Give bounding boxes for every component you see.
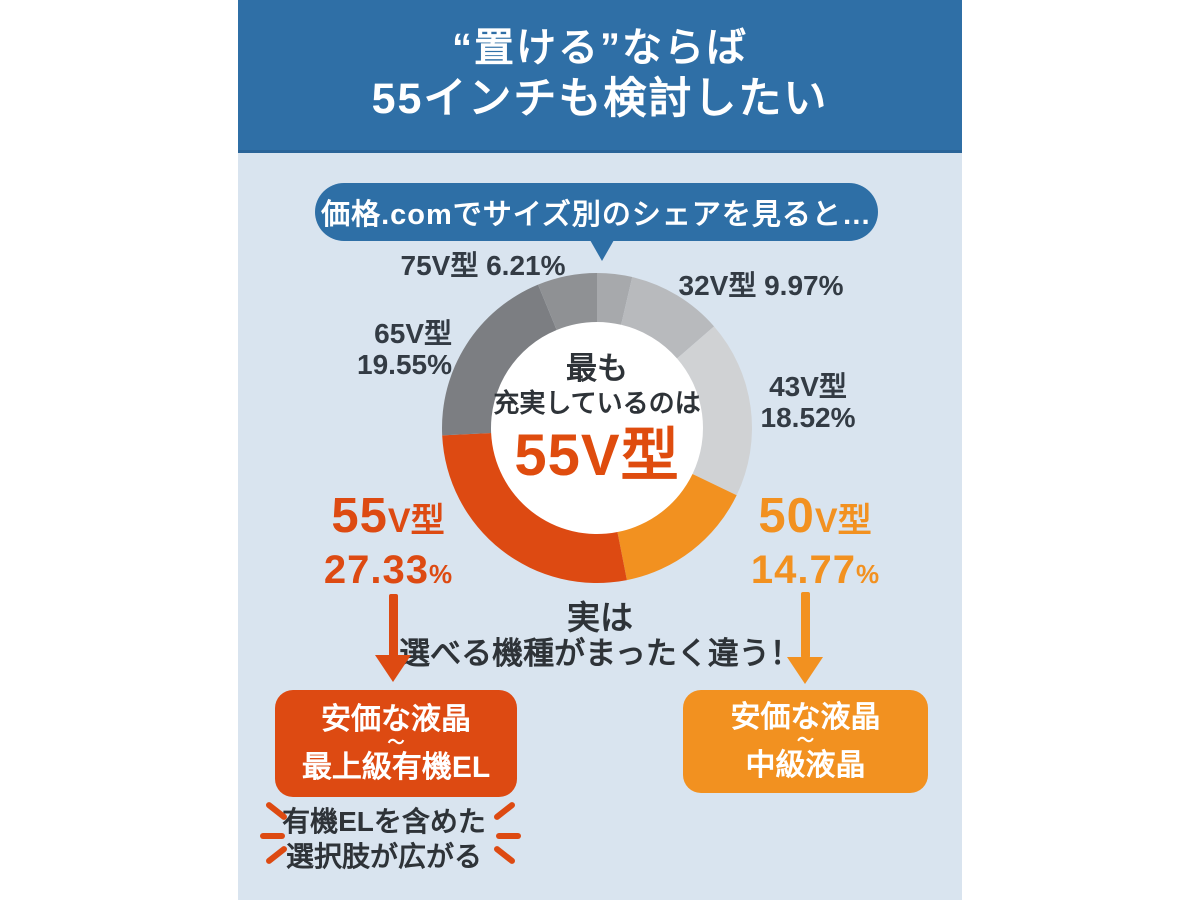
callout-50v-percent: 14.77	[750, 548, 856, 592]
result-box-55v: 安価な液晶 〜 最上級有機EL	[275, 690, 517, 797]
donut-center-line3: 55V型	[514, 422, 680, 488]
label-75v: 75V型 6.21%	[400, 250, 566, 281]
header-title-line1: “置ける”ならば	[452, 26, 748, 71]
donut-center-line2: 充実しているのは	[493, 388, 701, 419]
donut-segment-32V型	[621, 277, 715, 359]
burst-text: 有機ELを含めた 選択肢が広がる	[262, 804, 506, 874]
result-box-55v-line1: 安価な液晶	[321, 703, 471, 737]
label-32v: 32V型 9.97%	[678, 270, 844, 301]
burst-text-line2: 選択肢が広がる	[285, 841, 482, 872]
label-43v: 43V型 18.52%	[752, 371, 864, 434]
result-box-50v-line2: 中級液晶	[745, 748, 866, 782]
header-banner: “置ける”ならば 55インチも検討したい	[238, 0, 962, 153]
header-title-line2: 55インチも検討したい	[371, 75, 829, 124]
donut-segment-43V型	[677, 326, 752, 496]
donut-center-label: 最も 充実しているのは 55V型	[477, 350, 717, 490]
label-65v-name: 65V型	[374, 318, 452, 349]
donut-segment-65V型	[442, 284, 557, 436]
donut-chart	[442, 273, 752, 584]
fact-line1: 実は	[567, 599, 633, 636]
speech-bubble: 価格.comでサイズ別のシェアを見ると…	[315, 183, 878, 241]
down-arrow-left-head-icon	[375, 655, 411, 682]
result-box-50v: 安価な液晶 〜 中級液晶	[683, 690, 928, 793]
callout-55v-size: 55	[331, 489, 388, 543]
donut-segment-50V型	[617, 473, 737, 581]
burst-text-line1: 有機ELを含めた	[282, 806, 486, 837]
donut-segment-75V型	[538, 273, 597, 330]
emphasis-stroke-icon	[496, 833, 521, 839]
callout-55v-percent: 27.33	[323, 548, 429, 592]
label-65v: 65V型 19.55%	[330, 318, 452, 381]
emphasis-stroke-icon	[260, 833, 285, 839]
speech-bubble-text: 価格.comでサイズ別のシェアを見ると…	[321, 199, 872, 231]
donut-center-line1: 最も	[566, 351, 628, 386]
down-arrow-left-icon	[389, 594, 398, 658]
callout-50v-size: 50	[758, 489, 815, 543]
callout-55v-unit: V型	[387, 502, 445, 540]
callout-50v-percent-sign: %	[855, 559, 880, 589]
callout-50v: 50V型 14.77%	[720, 489, 910, 592]
down-arrow-right-icon	[801, 592, 810, 658]
speech-bubble-tail-icon	[590, 240, 614, 261]
callout-55v: 55V型 27.33%	[293, 489, 483, 592]
label-43v-percent: 18.52%	[760, 401, 856, 433]
callout-50v-unit: V型	[814, 502, 872, 540]
label-65v-percent: 19.55%	[357, 348, 452, 380]
result-box-55v-tilde: 〜	[387, 733, 405, 753]
fact-line2: 選べる機種がまったく違う！	[399, 636, 801, 671]
result-box-50v-line1: 安価な液晶	[730, 701, 881, 735]
donut-hole	[488, 319, 706, 537]
result-box-55v-line2: 最上級有機EL	[301, 750, 491, 784]
donut-segment-55V型	[442, 433, 627, 584]
result-box-50v-tilde: 〜	[797, 731, 814, 751]
callout-55v-percent-sign: %	[428, 559, 453, 589]
down-arrow-right-head-icon	[787, 657, 823, 684]
label-43v-name: 43V型	[769, 371, 847, 402]
donut-segment-other	[597, 273, 633, 325]
